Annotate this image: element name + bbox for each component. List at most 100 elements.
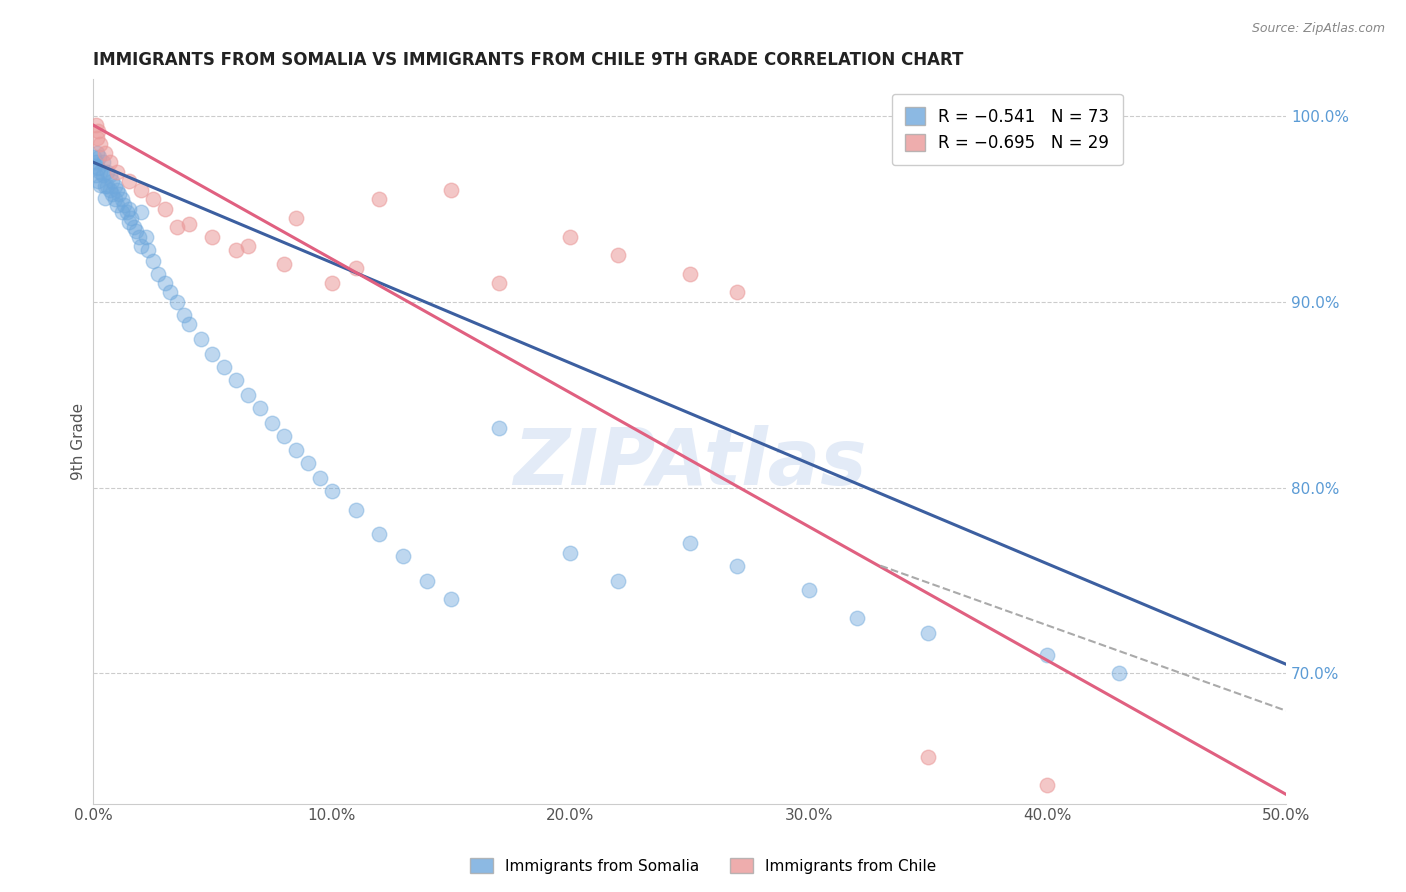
Point: [560, 229, 582, 244]
Point: [94, 145, 117, 160]
Point: [129, 183, 152, 197]
Point: [607, 248, 630, 262]
Point: [129, 205, 152, 219]
Point: [104, 179, 127, 194]
Point: [153, 276, 176, 290]
Point: [86, 131, 108, 145]
Point: [225, 243, 247, 257]
Point: [201, 347, 224, 361]
Point: [560, 546, 582, 560]
Point: [111, 193, 134, 207]
Point: [84, 168, 107, 182]
Point: [440, 183, 463, 197]
Point: [87, 174, 110, 188]
Point: [284, 443, 307, 458]
Point: [129, 239, 152, 253]
Point: [89, 164, 111, 178]
Point: [87, 123, 110, 137]
Point: [344, 261, 367, 276]
Point: [344, 503, 367, 517]
Text: ZIPAtlas: ZIPAtlas: [513, 425, 866, 500]
Point: [488, 421, 510, 435]
Point: [368, 193, 391, 207]
Point: [84, 155, 107, 169]
Point: [225, 373, 247, 387]
Point: [201, 229, 224, 244]
Point: [725, 558, 748, 573]
Point: [273, 428, 295, 442]
Point: [91, 168, 114, 182]
Point: [238, 239, 260, 253]
Point: [101, 174, 124, 188]
Point: [122, 220, 145, 235]
Point: [166, 294, 188, 309]
Point: [440, 592, 463, 607]
Point: [128, 229, 150, 244]
Point: [262, 416, 284, 430]
Point: [678, 267, 700, 281]
Point: [104, 193, 127, 207]
Point: [118, 174, 141, 188]
Point: [177, 217, 200, 231]
Point: [284, 211, 307, 225]
Point: [1108, 666, 1130, 681]
Point: [273, 258, 295, 272]
Point: [917, 625, 939, 640]
Point: [488, 276, 510, 290]
Point: [1036, 778, 1059, 792]
Y-axis label: 9th Grade: 9th Grade: [72, 402, 86, 480]
Point: [118, 202, 141, 216]
Point: [86, 145, 108, 160]
Point: [83, 150, 105, 164]
Point: [678, 536, 700, 550]
Point: [96, 179, 118, 194]
Point: [105, 198, 128, 212]
Point: [108, 186, 131, 201]
Point: [214, 359, 236, 374]
Point: [89, 150, 111, 164]
Point: [917, 750, 939, 764]
Point: [94, 190, 117, 204]
Point: [83, 159, 105, 173]
Point: [118, 215, 141, 229]
Point: [607, 574, 630, 588]
Point: [416, 574, 439, 588]
Point: [249, 401, 271, 415]
Point: [845, 610, 868, 624]
Point: [166, 220, 188, 235]
Point: [87, 161, 110, 175]
Point: [173, 308, 195, 322]
Point: [190, 332, 212, 346]
Point: [142, 193, 165, 207]
Point: [120, 211, 142, 225]
Point: [115, 205, 138, 219]
Point: [101, 186, 124, 201]
Legend: R = −0.541   N = 73, R = −0.695   N = 29: R = −0.541 N = 73, R = −0.695 N = 29: [891, 95, 1122, 166]
Legend: Immigrants from Somalia, Immigrants from Chile: Immigrants from Somalia, Immigrants from…: [464, 852, 942, 880]
Point: [238, 387, 260, 401]
Point: [105, 183, 128, 197]
Point: [98, 183, 121, 197]
Point: [142, 253, 165, 268]
Point: [98, 168, 121, 182]
Point: [112, 198, 135, 212]
Point: [146, 267, 169, 281]
Point: [159, 285, 181, 300]
Point: [136, 243, 159, 257]
Point: [797, 582, 820, 597]
Point: [91, 155, 114, 169]
Point: [125, 224, 148, 238]
Point: [308, 471, 330, 485]
Point: [725, 285, 748, 300]
Point: [135, 229, 157, 244]
Point: [89, 178, 111, 192]
Point: [177, 317, 200, 331]
Point: [84, 118, 107, 132]
Point: [153, 202, 176, 216]
Point: [96, 164, 118, 178]
Point: [1036, 648, 1059, 662]
Point: [321, 276, 343, 290]
Point: [94, 179, 117, 194]
Point: [368, 527, 391, 541]
Point: [98, 155, 121, 169]
